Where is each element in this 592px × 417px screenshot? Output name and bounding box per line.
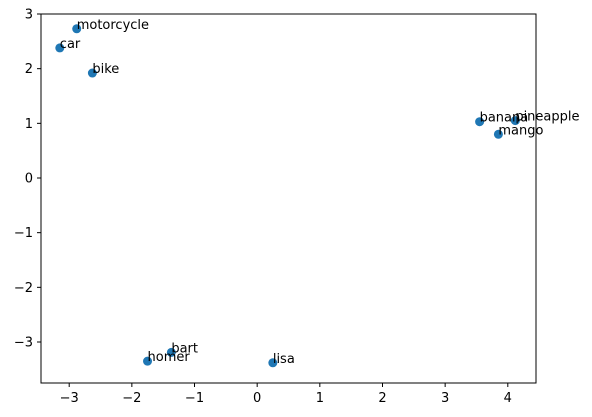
x-tick-label: 1: [316, 391, 324, 406]
data-point-bart: [166, 347, 176, 357]
point-label-banana: banana: [480, 111, 529, 126]
y-tick-label: 2: [25, 62, 33, 77]
data-point-banana: [475, 117, 485, 127]
data-point-lisa: [268, 358, 278, 368]
y-tick-label: −1: [14, 226, 33, 241]
x-tick-label: −1: [185, 391, 204, 406]
point-label-car: car: [60, 37, 81, 52]
data-point-homer: [143, 356, 153, 366]
data-point-bike: [87, 68, 97, 78]
x-tick-label: 3: [441, 391, 449, 406]
data-point-pineapple: [510, 116, 520, 126]
x-tick-label: 0: [253, 391, 261, 406]
data-point-car: [55, 43, 65, 53]
point-label-homer: homer: [148, 350, 191, 365]
point-label-motorcycle: motorcycle: [77, 18, 149, 33]
axes-frame: [40, 13, 537, 384]
point-label-bike: bike: [92, 62, 119, 77]
x-tick-label: −2: [122, 391, 141, 406]
point-label-bart: bart: [171, 341, 198, 356]
y-axis: −3 −2 −1 0 1 2 3: [14, 8, 41, 351]
x-tick-label: 4: [504, 391, 512, 406]
point-label-lisa: lisa: [273, 352, 295, 367]
x-tick-label: 2: [378, 391, 386, 406]
data-point-motorcycle: [72, 24, 82, 34]
x-tick-label: −3: [60, 391, 79, 406]
y-tick-label: −2: [14, 281, 33, 296]
y-tick-label: 1: [25, 117, 33, 132]
point-label-pineapple: pineapple: [515, 110, 579, 125]
y-tick-label: 0: [25, 172, 33, 187]
data-points: [55, 24, 520, 368]
y-tick-label: −3: [14, 336, 33, 351]
y-tick-label: 3: [25, 8, 33, 23]
x-axis: −3 −2 −1 0 1 2 3 4: [60, 383, 512, 406]
point-label-mango: mango: [498, 123, 543, 138]
data-point-mango: [493, 129, 503, 139]
